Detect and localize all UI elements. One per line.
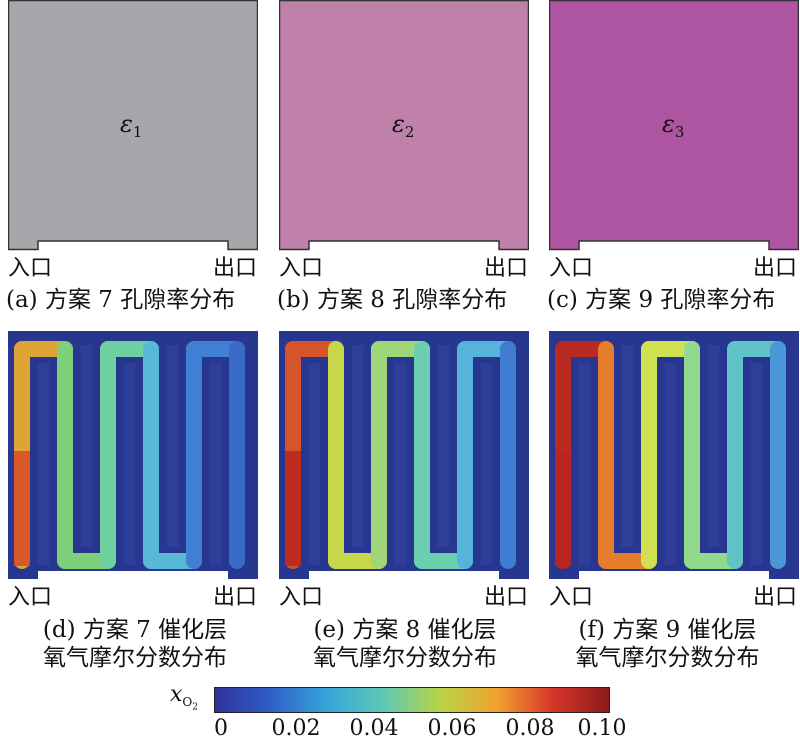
- porosity-map-c: [549, 0, 799, 251]
- colorbar-tick-0: 0: [214, 716, 228, 741]
- inlet-label-d: 入口: [8, 585, 53, 610]
- porosity-panel-c: ε3: [549, 0, 799, 252]
- outlet-label-a: 出口: [213, 256, 258, 281]
- inlet-hotspot: [555, 451, 571, 566]
- channel-rib: [437, 345, 450, 547]
- bottom-notch: [309, 571, 499, 581]
- caption-b: (b) 方案 8 孔隙率分布: [277, 287, 508, 313]
- porosity-symbol-b: ε2: [392, 110, 415, 141]
- caption-f-line1: (f) 方案 9 催化层: [578, 617, 757, 643]
- caption-e: (e) 方案 8 催化层 氧气摩尔分数分布: [270, 617, 540, 672]
- colorbar-tick-3: 0.06: [427, 716, 477, 741]
- inlet-label-a: 入口: [8, 256, 53, 281]
- caption-e-line2: 氧气摩尔分数分布: [313, 644, 497, 671]
- colorbar-label: xO2: [170, 682, 198, 713]
- outlet-label-e: 出口: [484, 585, 529, 610]
- channel-rib: [308, 363, 321, 565]
- channel-rib: [750, 363, 763, 565]
- caption-a: (a) 方案 7 孔隙率分布: [6, 287, 236, 313]
- colorbar-tick-4: 0.08: [505, 716, 555, 741]
- caption-c: (c) 方案 9 孔隙率分布: [547, 287, 776, 313]
- oxygen-map-d: [8, 331, 258, 581]
- oxygen-map-f: [549, 331, 799, 581]
- channel-rib: [80, 345, 93, 547]
- outlet-label-d: 出口: [213, 585, 258, 610]
- inlet-hotspot: [14, 451, 30, 566]
- inlet-hotspot: [285, 451, 301, 566]
- channel-rib: [166, 345, 179, 547]
- oxygen-panel-d: [8, 331, 260, 581]
- channel-rib: [209, 363, 222, 565]
- colorbar: [214, 687, 610, 713]
- colorbar-tick-1: 0.02: [271, 716, 321, 741]
- inlet-label-f: 入口: [549, 585, 594, 610]
- porosity-symbol-a: ε1: [120, 110, 143, 141]
- inlet-label-c: 入口: [549, 256, 594, 281]
- oxygen-map-e: [279, 331, 529, 581]
- channel-rib: [394, 363, 407, 565]
- colorbar-tick-5: 0.10: [577, 716, 627, 741]
- colorbar-tick-2: 0.04: [349, 716, 399, 741]
- caption-d: (d) 方案 7 催化层 氧气摩尔分数分布: [0, 617, 270, 672]
- channel-rib: [578, 363, 591, 565]
- inlet-label-e: 入口: [279, 585, 324, 610]
- oxygen-panel-f: [549, 331, 800, 581]
- channel-rib: [664, 363, 677, 565]
- inlet-label-b: 入口: [279, 256, 324, 281]
- channel-rib: [123, 363, 136, 565]
- channel-rib: [480, 363, 493, 565]
- caption-d-line1: (d) 方案 7 催化层: [42, 617, 228, 643]
- bottom-notch: [579, 571, 769, 581]
- outlet-label-f: 出口: [753, 585, 798, 610]
- channel-rib: [37, 363, 50, 565]
- outlet-label-b: 出口: [484, 256, 529, 281]
- channel-rib: [707, 345, 720, 547]
- oxygen-panel-e: [279, 331, 531, 581]
- caption-d-line2: 氧气摩尔分数分布: [43, 644, 227, 671]
- caption-f-line2: 氧气摩尔分数分布: [575, 644, 760, 671]
- porosity-map-a: [8, 0, 258, 251]
- porosity-map-b: [279, 0, 529, 251]
- caption-e-line1: (e) 方案 8 催化层: [313, 617, 497, 643]
- outlet-label-c: 出口: [753, 256, 798, 281]
- porosity-panel-b: ε2: [279, 0, 529, 252]
- channel-rib: [621, 345, 634, 547]
- bottom-notch: [38, 571, 228, 581]
- caption-f: (f) 方案 9 催化层 氧气摩尔分数分布: [535, 617, 800, 672]
- porosity-panel-a: ε1: [8, 0, 258, 252]
- channel-rib: [351, 345, 364, 547]
- porosity-symbol-c: ε3: [662, 110, 685, 141]
